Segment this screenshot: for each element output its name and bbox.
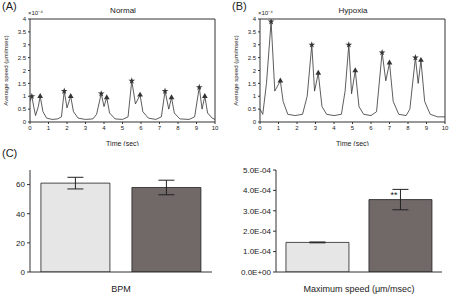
svg-text:10: 10 bbox=[212, 125, 219, 131]
svg-text:2: 2 bbox=[295, 125, 299, 131]
html-text:×10⁻⁴: ×10⁻⁴ bbox=[28, 10, 43, 16]
svg-text:60: 60 bbox=[16, 180, 25, 189]
html-text:Hypoxia: Hypoxia bbox=[338, 6, 368, 15]
svg-text:3.5: 3.5 bbox=[18, 29, 27, 35]
svg-text:3: 3 bbox=[253, 42, 257, 48]
svg-text:1: 1 bbox=[253, 93, 257, 99]
svg-text:1.5: 1.5 bbox=[248, 81, 257, 87]
svg-text:4: 4 bbox=[23, 16, 27, 22]
svg-text:2: 2 bbox=[23, 68, 27, 74]
svg-text:5.0E-04: 5.0E-04 bbox=[243, 166, 272, 175]
svg-text:9: 9 bbox=[425, 125, 429, 131]
svg-text:Time (sec): Time (sec) bbox=[106, 140, 139, 146]
html-text:(B): (B) bbox=[232, 0, 247, 12]
svg-text:3.5: 3.5 bbox=[248, 29, 257, 35]
svg-text:10: 10 bbox=[442, 125, 447, 131]
svg-text:**: ** bbox=[390, 190, 398, 200]
svg-text:0: 0 bbox=[21, 268, 26, 277]
svg-text:3.0E-04: 3.0E-04 bbox=[243, 207, 272, 216]
svg-text:40: 40 bbox=[16, 210, 25, 219]
svg-text:1: 1 bbox=[23, 93, 27, 99]
svg-text:0.5: 0.5 bbox=[248, 106, 257, 112]
svg-text:2: 2 bbox=[65, 125, 69, 131]
svg-text:8: 8 bbox=[176, 125, 180, 131]
svg-text:2.5: 2.5 bbox=[248, 55, 257, 61]
svg-text:7: 7 bbox=[388, 125, 392, 131]
svg-text:4: 4 bbox=[332, 125, 336, 131]
svg-text:0.0E+00: 0.0E+00 bbox=[241, 268, 272, 277]
svg-text:2.0E-04: 2.0E-04 bbox=[243, 227, 272, 236]
svg-text:4: 4 bbox=[253, 16, 257, 22]
svg-text:2.5: 2.5 bbox=[18, 55, 27, 61]
svg-text:1.0E-04: 1.0E-04 bbox=[243, 247, 272, 256]
svg-text:3: 3 bbox=[84, 125, 88, 131]
svg-text:1: 1 bbox=[47, 125, 51, 131]
svg-text:0.5: 0.5 bbox=[18, 106, 27, 112]
html-text:Normal: Normal bbox=[110, 6, 136, 15]
svg-text:8: 8 bbox=[406, 125, 410, 131]
svg-text:Average speed (μm/msec): Average speed (μm/msec) bbox=[233, 35, 239, 105]
svg-text:9: 9 bbox=[195, 125, 199, 131]
svg-text:5: 5 bbox=[121, 125, 125, 131]
svg-text:0: 0 bbox=[258, 125, 262, 131]
html-text:×10⁻⁴: ×10⁻⁴ bbox=[258, 10, 273, 16]
svg-text:Time (sec): Time (sec) bbox=[336, 140, 369, 146]
svg-text:1: 1 bbox=[277, 125, 281, 131]
html-text:(C): (C) bbox=[2, 147, 18, 159]
svg-text:0: 0 bbox=[28, 125, 32, 131]
svg-text:0: 0 bbox=[253, 119, 257, 125]
svg-text:1.5: 1.5 bbox=[18, 81, 27, 87]
svg-text:6: 6 bbox=[139, 125, 143, 131]
svg-text:0: 0 bbox=[23, 119, 27, 125]
svg-text:BPM: BPM bbox=[111, 284, 131, 294]
svg-text:Maximum speed (μm/msec): Maximum speed (μm/msec) bbox=[303, 284, 414, 294]
svg-text:20: 20 bbox=[16, 239, 25, 248]
svg-text:4: 4 bbox=[102, 125, 106, 131]
svg-text:3: 3 bbox=[314, 125, 318, 131]
svg-text:Average speed (μm/msec): Average speed (μm/msec) bbox=[8, 35, 9, 105]
svg-text:7: 7 bbox=[158, 125, 162, 131]
svg-text:3: 3 bbox=[23, 42, 27, 48]
html-text:(A): (A) bbox=[2, 0, 17, 12]
svg-text:5: 5 bbox=[351, 125, 355, 131]
svg-text:2: 2 bbox=[253, 68, 257, 74]
svg-text:4.0E-04: 4.0E-04 bbox=[243, 186, 272, 195]
svg-text:6: 6 bbox=[369, 125, 373, 131]
